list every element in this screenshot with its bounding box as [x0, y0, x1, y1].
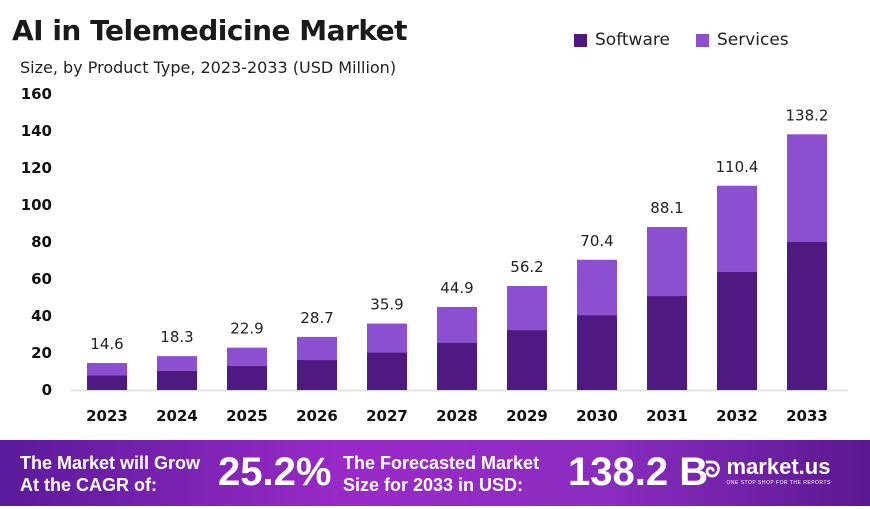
- bar-segment-services: [787, 134, 827, 242]
- y-tick-label: 20: [31, 344, 52, 362]
- data-label: 110.4: [716, 158, 759, 176]
- bar-segment-software: [157, 370, 197, 390]
- data-label: 22.9: [230, 320, 263, 338]
- bar-segment-software: [367, 352, 407, 390]
- y-tick-label: 100: [21, 196, 52, 214]
- size-label-line1: The Forecasted Market: [343, 453, 540, 473]
- data-label: 18.3: [160, 328, 193, 346]
- x-tick-label: 2023: [86, 407, 128, 425]
- cagr-label-line2: At the CAGR of:: [20, 475, 157, 495]
- bar-segment-services: [437, 306, 477, 343]
- data-label: 56.2: [510, 258, 543, 276]
- cagr-label: The Market will Grow At the CAGR of:: [20, 452, 200, 496]
- bar-segment-services: [157, 356, 197, 371]
- data-label: 28.7: [300, 309, 333, 327]
- bar-segment-services: [647, 227, 687, 297]
- bar-segment-software: [647, 296, 687, 390]
- legend: Software Services: [574, 30, 789, 50]
- data-label: 138.2: [786, 106, 829, 124]
- bar-segment-software: [577, 315, 617, 390]
- x-tick-label: 2027: [366, 407, 408, 425]
- bar-segment-software: [787, 242, 827, 390]
- x-tick-label: 2024: [156, 407, 198, 425]
- x-tick-label: 2031: [646, 407, 688, 425]
- cagr-value: 25.2%: [218, 450, 332, 494]
- y-tick-label: 140: [21, 122, 52, 140]
- bar-segment-services: [577, 259, 617, 316]
- bar-segment-services: [297, 336, 337, 361]
- x-tick-label: 2028: [436, 407, 478, 425]
- size-label: The Forecasted Market Size for 2033 in US…: [343, 452, 539, 496]
- x-tick-label: 2029: [506, 407, 548, 425]
- size-label-line2: Size for 2033 in USD:: [343, 475, 524, 495]
- bar-segment-software: [87, 375, 127, 390]
- data-label: 14.6: [90, 335, 123, 353]
- legend-label: Software: [595, 30, 670, 50]
- bar-chart: 0 20 40 60 80 100 120 140 160 14.6 2023 18.3 2024 22.…: [21, 85, 848, 425]
- x-tick-label: 2030: [576, 407, 618, 425]
- bar-segment-software: [507, 330, 547, 390]
- bar-segment-services: [717, 185, 757, 272]
- y-tick-label: 0: [42, 381, 52, 399]
- size-value: 138.2 B: [568, 450, 709, 494]
- x-tick-label: 2025: [226, 407, 268, 425]
- x-tick-label: 2032: [716, 407, 758, 425]
- market-us-logo: ᘐ market.us ONE STOP SHOP FOR THE REPORTS: [705, 454, 831, 486]
- bar-segment-services: [507, 286, 547, 331]
- bar-segment-services: [87, 362, 127, 376]
- data-label: 88.1: [650, 199, 683, 217]
- logo-icon: ᘐ: [705, 457, 721, 482]
- legend-swatch-software: [574, 33, 587, 47]
- bar-segment-services: [227, 347, 267, 366]
- cagr-label-line1: The Market will Grow: [20, 453, 201, 473]
- data-label: 44.9: [440, 279, 473, 297]
- logo-tagline: ONE STOP SHOP FOR THE REPORTS: [726, 480, 831, 486]
- y-tick-label: 80: [31, 233, 52, 251]
- bar-segment-services: [367, 323, 407, 353]
- x-tick-label: 2026: [296, 407, 338, 425]
- chart-subtitle: Size, by Product Type, 2023-2033 (USD Mi…: [20, 58, 397, 77]
- y-tick-label: 40: [31, 307, 52, 325]
- chart-title: AI in Telemedicine Market: [12, 14, 408, 47]
- logo-name: market.us: [726, 454, 831, 479]
- y-tick-label: 120: [21, 159, 52, 177]
- bar-segment-software: [437, 342, 477, 390]
- legend-swatch-services: [695, 33, 709, 47]
- x-tick-label: 2033: [786, 407, 828, 425]
- legend-label: Services: [716, 30, 789, 50]
- y-tick-label: 160: [21, 85, 52, 103]
- bar-segment-software: [227, 365, 267, 390]
- bar-segment-software: [297, 360, 337, 390]
- legend-item-software: Software: [574, 30, 670, 50]
- legend-item-services: Services: [695, 30, 789, 50]
- data-label: 70.4: [580, 232, 613, 250]
- summary-banner: The Market will Grow At the CAGR of: 25.2…: [0, 440, 870, 506]
- bar-segment-software: [717, 271, 757, 390]
- y-tick-label: 60: [31, 270, 52, 288]
- data-label: 35.9: [370, 296, 403, 314]
